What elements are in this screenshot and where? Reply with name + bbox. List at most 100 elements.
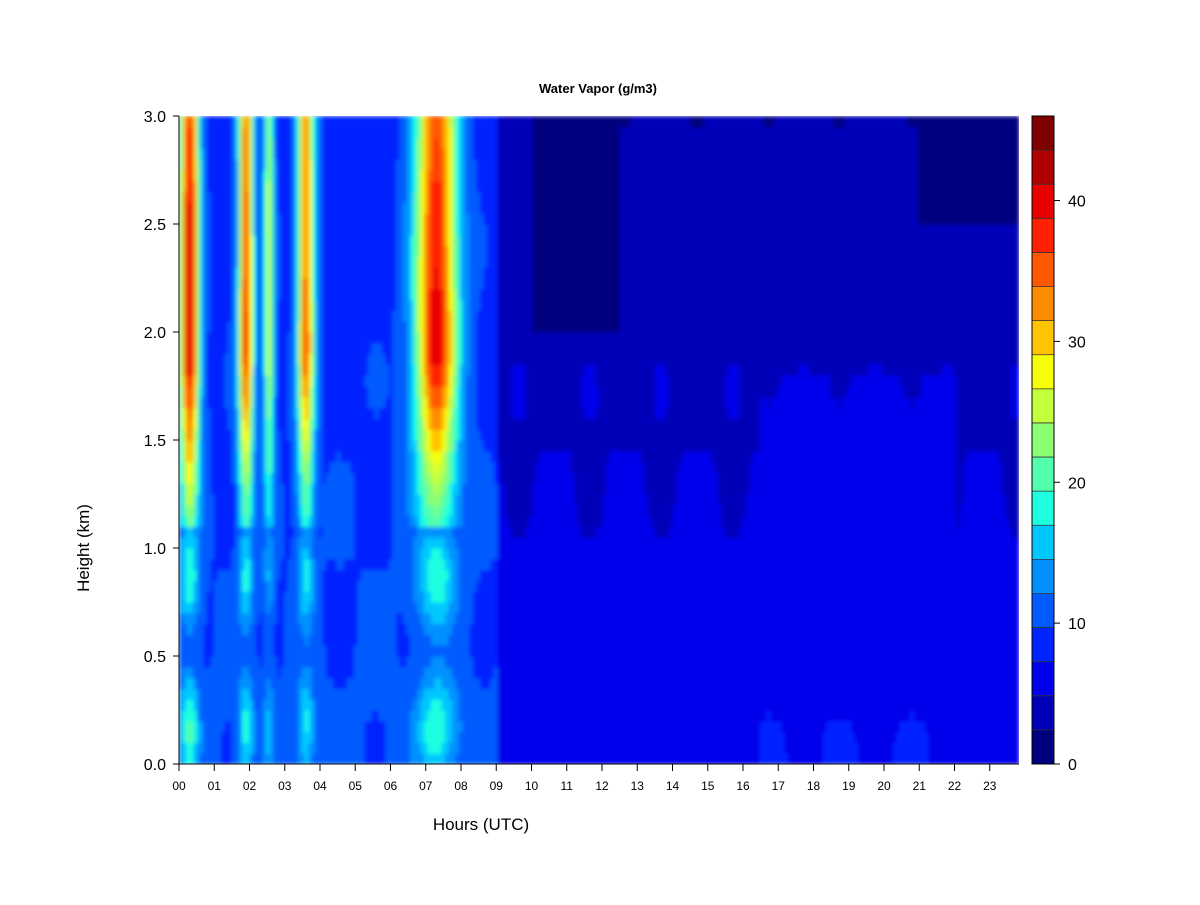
heatmap-cell bbox=[263, 418, 267, 429]
heatmap-cell bbox=[459, 386, 463, 397]
heatmap-cell bbox=[382, 246, 386, 257]
heatmap-cell bbox=[249, 397, 253, 408]
heatmap-cell bbox=[253, 462, 257, 473]
heatmap-cell bbox=[183, 742, 187, 753]
heatmap-cell bbox=[256, 645, 260, 656]
heatmap-cell bbox=[274, 472, 278, 483]
heatmap-cell bbox=[428, 559, 432, 570]
heatmap-cell bbox=[365, 602, 369, 613]
heatmap-cell bbox=[417, 440, 421, 451]
heatmap-cell bbox=[340, 289, 344, 300]
heatmap-cell bbox=[270, 235, 274, 246]
heatmap-cell bbox=[183, 678, 187, 689]
heatmap-cell bbox=[249, 559, 253, 570]
heatmap-cell bbox=[316, 580, 320, 591]
heatmap-cell bbox=[316, 397, 320, 408]
heatmap-cell bbox=[263, 505, 267, 516]
heatmap-cell bbox=[186, 688, 190, 699]
heatmap-cell bbox=[340, 354, 344, 365]
heatmap-cell bbox=[190, 732, 194, 743]
heatmap-cell bbox=[211, 429, 215, 440]
heatmap-cell bbox=[270, 397, 274, 408]
heatmap-cell bbox=[330, 267, 334, 278]
heatmap-cell bbox=[435, 580, 439, 591]
heatmap-cell bbox=[470, 688, 474, 699]
heatmap-cell bbox=[249, 688, 253, 699]
heatmap-cell bbox=[463, 688, 467, 699]
heatmap-cell bbox=[344, 332, 348, 343]
heatmap-cell bbox=[249, 742, 253, 753]
heatmap-cell bbox=[438, 678, 442, 689]
heatmap-cell bbox=[277, 148, 281, 159]
heatmap-cell bbox=[382, 537, 386, 548]
heatmap-cell bbox=[375, 127, 379, 138]
heatmap-cell bbox=[193, 742, 197, 753]
heatmap-cell bbox=[263, 375, 267, 386]
heatmap-cell bbox=[316, 645, 320, 656]
heatmap-cell bbox=[249, 159, 253, 170]
heatmap-cell bbox=[431, 451, 435, 462]
heatmap-cell bbox=[249, 591, 253, 602]
heatmap-cell bbox=[267, 537, 271, 548]
heatmap-cell bbox=[330, 494, 334, 505]
heatmap-cell bbox=[449, 343, 453, 354]
heatmap-cell bbox=[239, 667, 243, 678]
heatmap-cell bbox=[267, 267, 271, 278]
heatmap-cell bbox=[344, 267, 348, 278]
heatmap-cell bbox=[211, 354, 215, 365]
heatmap-cell bbox=[200, 224, 204, 235]
heatmap-cell bbox=[190, 397, 194, 408]
heatmap-cell bbox=[368, 418, 372, 429]
heatmap-cell bbox=[431, 505, 435, 516]
heatmap-cell bbox=[396, 613, 400, 624]
heatmap-cell bbox=[270, 332, 274, 343]
heatmap-cell bbox=[449, 278, 453, 289]
heatmap-cell bbox=[435, 624, 439, 635]
heatmap-cell bbox=[400, 343, 404, 354]
heatmap-cell bbox=[228, 656, 232, 667]
heatmap-cell bbox=[368, 613, 372, 624]
heatmap-cell bbox=[466, 397, 470, 408]
heatmap-cell bbox=[200, 645, 204, 656]
heatmap-cell bbox=[263, 310, 267, 321]
heatmap-cell bbox=[347, 516, 351, 527]
heatmap-cell bbox=[214, 343, 218, 354]
heatmap-cell bbox=[442, 526, 446, 537]
heatmap-cell bbox=[340, 548, 344, 559]
heatmap-cell bbox=[424, 127, 428, 138]
heatmap-cell bbox=[361, 397, 365, 408]
heatmap-cell bbox=[414, 289, 418, 300]
heatmap-cell bbox=[414, 721, 418, 732]
heatmap-cell bbox=[232, 418, 236, 429]
heatmap-cell bbox=[403, 418, 407, 429]
heatmap-cell bbox=[421, 570, 425, 581]
heatmap-cell bbox=[179, 678, 183, 689]
heatmap-cell bbox=[365, 570, 369, 581]
heatmap-cell bbox=[235, 364, 239, 375]
heatmap-cell bbox=[270, 483, 274, 494]
heatmap-cell bbox=[379, 127, 383, 138]
heatmap-cell bbox=[347, 440, 351, 451]
heatmap-cell bbox=[382, 526, 386, 537]
heatmap-cell bbox=[295, 181, 299, 192]
heatmap-cell bbox=[459, 494, 463, 505]
heatmap-cell bbox=[375, 202, 379, 213]
heatmap-cell bbox=[466, 699, 470, 710]
heatmap-cell bbox=[298, 753, 302, 764]
heatmap-cell bbox=[197, 148, 201, 159]
heatmap-cell bbox=[309, 429, 313, 440]
heatmap-cell bbox=[249, 278, 253, 289]
heatmap-cell bbox=[333, 246, 337, 257]
heatmap-cell bbox=[221, 591, 225, 602]
heatmap-cell bbox=[242, 278, 246, 289]
heatmap-cell bbox=[386, 559, 390, 570]
heatmap-cell bbox=[319, 699, 323, 710]
heatmap-cell bbox=[295, 418, 299, 429]
heatmap-cell bbox=[200, 138, 204, 149]
heatmap-cell bbox=[298, 645, 302, 656]
heatmap-cell bbox=[228, 300, 232, 311]
heatmap-cell bbox=[449, 742, 453, 753]
heatmap-cell bbox=[309, 462, 313, 473]
heatmap-cell bbox=[204, 494, 208, 505]
heatmap-cell bbox=[235, 289, 239, 300]
